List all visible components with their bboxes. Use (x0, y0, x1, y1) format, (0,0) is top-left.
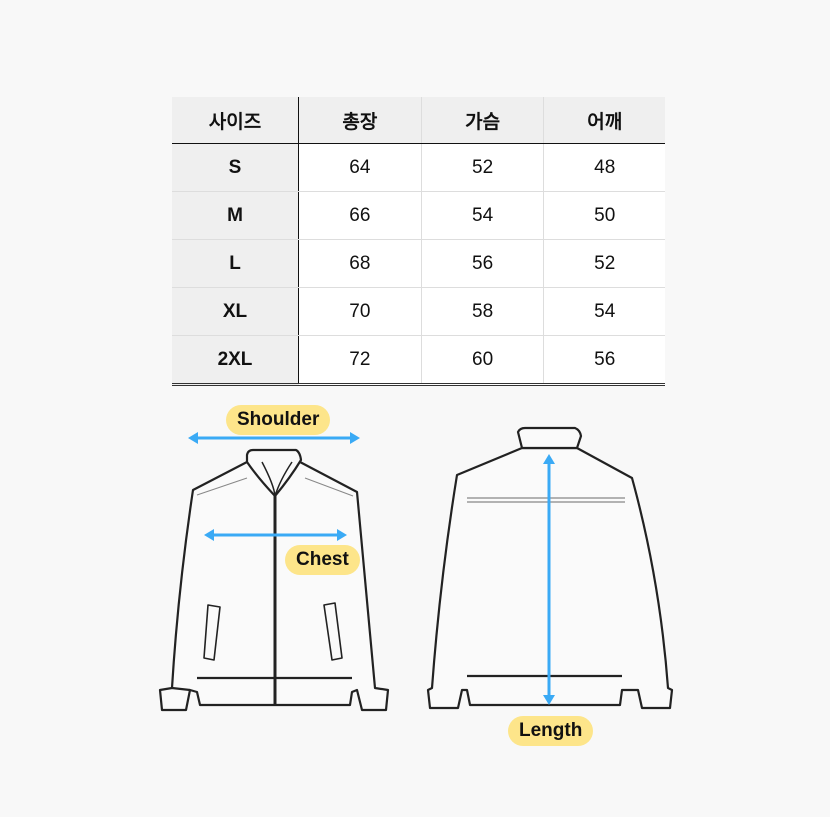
shoulder-cell: 52 (543, 239, 665, 288)
length-cell: 72 (298, 335, 422, 386)
shoulder-cell: 50 (543, 191, 665, 240)
length-cell: 68 (298, 239, 422, 288)
chest-cell: 52 (421, 143, 545, 192)
chest-cell: 58 (421, 287, 545, 336)
length-label: Length (508, 716, 594, 746)
header-shoulder: 어깨 (543, 97, 665, 144)
shoulder-cell: 48 (543, 143, 665, 192)
shoulder-cell: 56 (543, 335, 665, 386)
front-jacket (158, 448, 390, 712)
header-chest: 가슴 (421, 97, 545, 144)
chest-cell: 56 (421, 239, 545, 288)
header-size: 사이즈 (172, 97, 299, 144)
length-cell: 70 (298, 287, 422, 336)
header-length: 총장 (298, 97, 422, 144)
chest-cell: 60 (421, 335, 545, 386)
table-row: S 64 52 48 (172, 143, 665, 192)
chest-cell: 54 (421, 191, 545, 240)
size-cell: S (172, 143, 299, 192)
size-cell: L (172, 239, 299, 288)
length-cell: 66 (298, 191, 422, 240)
size-cell: 2XL (172, 335, 299, 386)
chest-label: Chest (285, 545, 360, 575)
table-row: XL 70 58 54 (172, 287, 665, 336)
shoulder-cell: 54 (543, 287, 665, 336)
table-row: L 68 56 52 (172, 239, 665, 288)
length-cell: 64 (298, 143, 422, 192)
size-cell: M (172, 191, 299, 240)
size-cell: XL (172, 287, 299, 336)
table-header-row: 사이즈 총장 가슴 어깨 (172, 97, 665, 144)
size-table: 사이즈 총장 가슴 어깨 S 64 52 48 M 66 54 50 L 68 56 52 XL 70 58… (172, 97, 665, 386)
shoulder-label: Shoulder (226, 405, 331, 435)
table-row: 2XL 72 60 56 (172, 335, 665, 386)
table-row: M 66 54 50 (172, 191, 665, 240)
